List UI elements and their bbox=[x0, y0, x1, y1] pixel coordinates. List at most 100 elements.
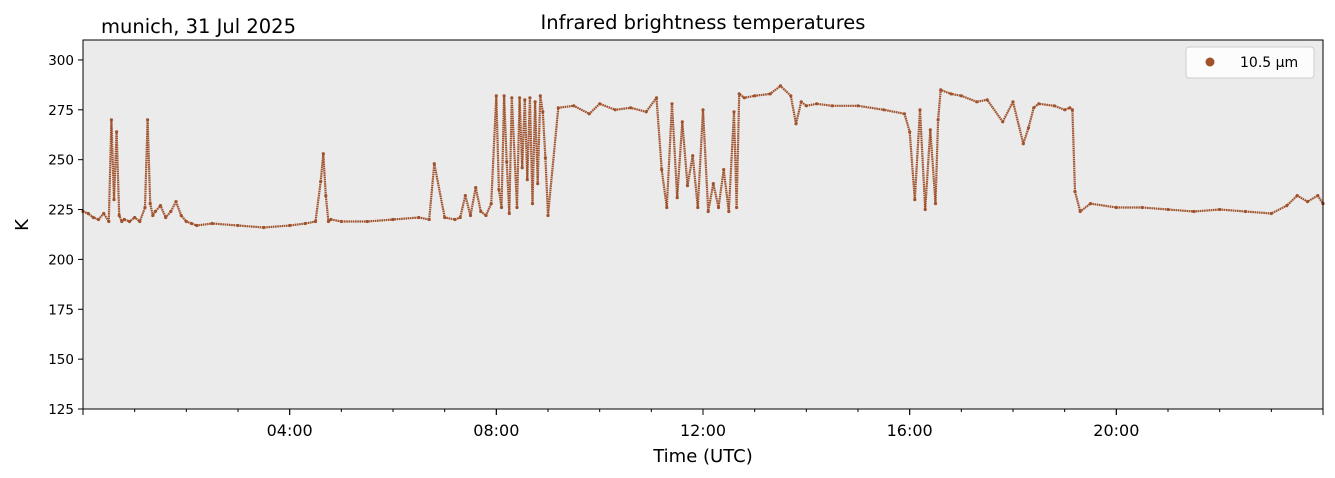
data-point bbox=[735, 205, 739, 210]
data-point bbox=[691, 154, 695, 158]
data-point bbox=[939, 88, 943, 92]
data-point bbox=[1305, 200, 1310, 204]
data-point bbox=[530, 202, 535, 206]
y-tick-label: 200 bbox=[48, 252, 74, 268]
data-point bbox=[505, 160, 509, 164]
data-point bbox=[109, 118, 113, 122]
data-point bbox=[936, 118, 940, 122]
data-point bbox=[543, 156, 548, 160]
data-point bbox=[417, 215, 421, 220]
legend-marker bbox=[1205, 57, 1215, 67]
x-axis-label: Time (UTC) bbox=[652, 446, 753, 467]
data-point bbox=[91, 215, 95, 220]
data-point bbox=[174, 200, 178, 204]
y-tick-label: 175 bbox=[48, 302, 74, 318]
data-point bbox=[96, 217, 101, 222]
data-point bbox=[789, 94, 793, 98]
data-point bbox=[804, 104, 808, 108]
data-point bbox=[112, 198, 116, 202]
data-point bbox=[138, 219, 142, 224]
legend: 10.5 µm bbox=[1185, 46, 1315, 79]
data-point bbox=[262, 225, 266, 230]
plot-area bbox=[83, 40, 1323, 409]
data-point bbox=[303, 221, 307, 226]
data-point bbox=[711, 182, 715, 186]
data-point bbox=[1001, 120, 1005, 124]
data-point bbox=[902, 112, 907, 116]
data-point bbox=[1021, 142, 1025, 146]
y-tick-label: 250 bbox=[48, 153, 74, 169]
data-point bbox=[236, 223, 240, 228]
data-point bbox=[732, 110, 736, 114]
data-point bbox=[502, 94, 506, 98]
data-point bbox=[463, 194, 467, 198]
data-point bbox=[523, 98, 527, 102]
data-point bbox=[629, 106, 633, 110]
data-point bbox=[115, 130, 119, 134]
y-tick-label: 125 bbox=[48, 402, 74, 418]
data-point bbox=[326, 219, 330, 224]
data-point bbox=[918, 108, 922, 112]
data-point bbox=[1063, 108, 1067, 112]
data-point bbox=[794, 122, 798, 126]
y-axis: 125 150 175 200 225 250 275 300 bbox=[48, 53, 83, 418]
data-point bbox=[518, 96, 522, 100]
data-point bbox=[716, 205, 721, 210]
data-point bbox=[319, 180, 323, 184]
data-point bbox=[1037, 102, 1041, 106]
data-point bbox=[706, 209, 710, 214]
data-point bbox=[321, 152, 325, 156]
data-point bbox=[696, 205, 700, 210]
data-point bbox=[122, 217, 126, 222]
data-point bbox=[148, 202, 152, 206]
data-point bbox=[644, 110, 648, 114]
data-point bbox=[127, 219, 132, 224]
data-point bbox=[117, 213, 121, 218]
data-point bbox=[1285, 204, 1289, 208]
data-point bbox=[959, 94, 963, 98]
data-point bbox=[497, 188, 501, 192]
legend-box bbox=[1185, 46, 1315, 79]
data-point bbox=[856, 104, 860, 108]
data-point bbox=[1068, 106, 1072, 110]
data-point bbox=[146, 118, 150, 122]
data-point bbox=[908, 130, 912, 134]
data-point bbox=[685, 184, 690, 188]
data-point bbox=[778, 84, 783, 88]
data-point bbox=[474, 186, 478, 190]
legend-series-label: 10.5 µm bbox=[1240, 55, 1298, 71]
data-point bbox=[1218, 207, 1222, 212]
series-layer bbox=[81, 84, 1325, 230]
data-point bbox=[1166, 207, 1170, 212]
data-point bbox=[830, 104, 834, 108]
data-point bbox=[670, 102, 674, 106]
data-point bbox=[533, 100, 537, 104]
data-point bbox=[507, 211, 511, 216]
data-point bbox=[675, 196, 679, 200]
data-point bbox=[722, 168, 726, 172]
data-point bbox=[143, 205, 147, 210]
data-point bbox=[86, 211, 90, 216]
x-tick-label: 08:00 bbox=[473, 421, 519, 440]
data-point bbox=[613, 108, 617, 112]
data-point bbox=[1078, 209, 1082, 214]
data-point bbox=[432, 162, 436, 166]
data-point bbox=[102, 211, 106, 216]
data-point bbox=[195, 223, 199, 228]
data-point bbox=[1114, 205, 1118, 210]
data-point bbox=[701, 108, 705, 112]
data-point bbox=[479, 209, 483, 214]
data-point bbox=[1032, 106, 1036, 110]
data-point bbox=[120, 219, 124, 224]
data-point bbox=[1269, 211, 1273, 216]
data-point bbox=[1026, 126, 1031, 130]
data-point bbox=[494, 94, 498, 98]
data-point bbox=[453, 217, 457, 222]
data-point bbox=[928, 128, 932, 132]
x-tick-label: 12:00 bbox=[680, 421, 726, 440]
y-tick-label: 225 bbox=[48, 203, 74, 219]
x-axis: 04:00 08:00 12:00 16:00 20:00 bbox=[82, 409, 1324, 440]
data-point bbox=[169, 209, 173, 214]
data-point bbox=[1073, 190, 1077, 194]
